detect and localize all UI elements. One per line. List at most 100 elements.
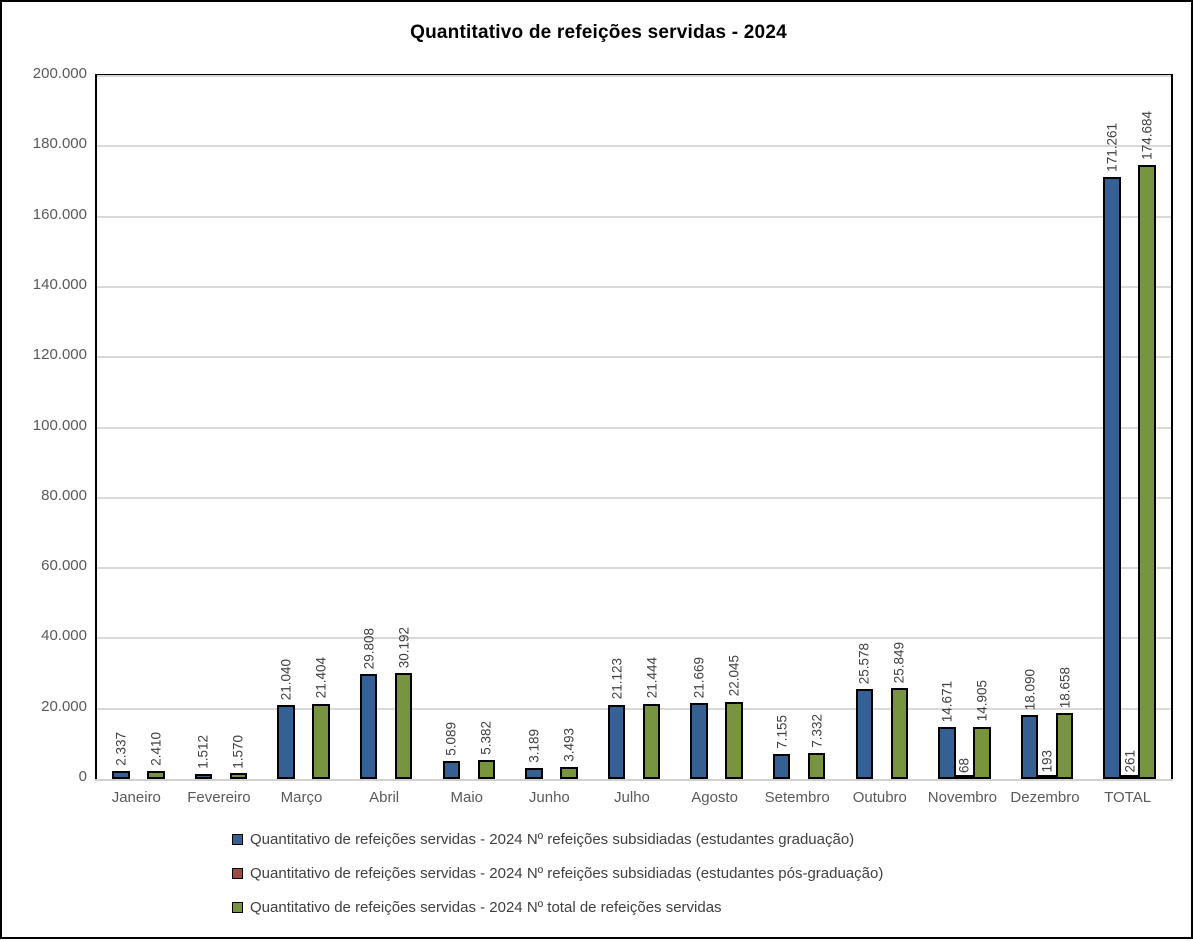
- gridline: [97, 356, 1171, 359]
- x-axis-category-label: Dezembro: [1010, 789, 1080, 806]
- y-axis-tick-label: 120.000: [32, 346, 87, 364]
- bar-data-label: 22.045: [726, 655, 742, 697]
- x-axis-category-label: Julho: [614, 789, 650, 806]
- gridline: [97, 75, 1171, 77]
- bar-series1-julho: [607, 704, 626, 779]
- chart-title: Quantitativo de refeições servidas - 202…: [410, 22, 787, 43]
- bar-series1-dezembro: [1020, 715, 1039, 779]
- x-axis-category-label: Março: [280, 789, 323, 806]
- y-axis-tick-label: 80.000: [41, 486, 87, 504]
- legend-row: Quantitativo de refeições servidas - 202…: [232, 865, 883, 882]
- y-axis-tick-label: 0: [78, 768, 87, 785]
- x-axis-category-label: TOTAL: [1104, 789, 1152, 806]
- bar-series1-agosto: [690, 702, 708, 779]
- bar-data-label: 25.849: [891, 641, 907, 684]
- plot-area: 2.337 2.410 1.512 1.570 21.040 21.404 29.808 30…: [95, 74, 1173, 781]
- bar-data-label: 21.444: [643, 657, 659, 699]
- x-axis-category-label: Janeiro: [111, 789, 161, 806]
- y-axis-tick-label: 40.000: [41, 627, 87, 645]
- bar-series1-janeiro: [112, 770, 130, 779]
- legend-marker-icon: [232, 868, 243, 879]
- bar-series3-maio: [477, 760, 496, 779]
- x-axis-category-label: Junho: [528, 789, 570, 806]
- bar-data-label: 21.123: [608, 658, 624, 700]
- gridline: [97, 496, 1171, 499]
- x-axis-category-label: Abril: [369, 789, 400, 806]
- bar-series1-maio: [442, 761, 461, 779]
- y-axis-tick-label: 100.000: [32, 416, 87, 434]
- bar-data-label: 2.337: [113, 732, 129, 766]
- bar-series3-total: [1138, 165, 1156, 779]
- bar-series1-setembro: [772, 753, 791, 779]
- gridline: [97, 567, 1171, 570]
- bar-data-label: 171.261: [1104, 123, 1120, 173]
- bar-data-label: 1.570: [230, 734, 246, 769]
- x-axis-category-label: Setembro: [764, 789, 830, 806]
- bar-series3-fevereiro: [229, 773, 248, 779]
- bar-data-label: 21.404: [313, 657, 329, 699]
- x-axis-category-label: Agosto: [691, 789, 738, 806]
- bar-series1-total: [1103, 177, 1121, 779]
- bar-series3-agosto: [725, 701, 743, 779]
- bar-data-label: 68: [956, 757, 972, 773]
- bar-series3-dezembro: [1055, 713, 1074, 779]
- bar-data-label: 2.410: [148, 731, 164, 766]
- bar-data-label: 18.090: [1021, 669, 1037, 711]
- y-axis-tick-label: 140.000: [32, 275, 87, 293]
- gridline: [97, 215, 1171, 218]
- x-axis-category-label: Fevereiro: [187, 789, 251, 806]
- bar-data-label: 174.684: [1139, 111, 1155, 160]
- x-axis-labels: Janeiro Fevereiro Março Abril Maio Junho Julho…: [95, 789, 1169, 806]
- bar-series2-total: [1120, 775, 1139, 779]
- y-axis-labels: 0 20.000 40.000 60.000 80.000 100.000 120.000 1…: [2, 2, 87, 941]
- bar-data-label: 193: [1039, 750, 1055, 773]
- gridline: [97, 707, 1171, 710]
- bar-data-label: 5.382: [478, 721, 494, 756]
- legend-row: Quantitativo de refeições servidas - 202…: [232, 831, 883, 848]
- bar-data-label: 14.671: [939, 681, 955, 723]
- y-axis-tick-label: 20.000: [41, 697, 87, 715]
- y-axis-tick-label: 200.000: [32, 65, 87, 82]
- bar-series3-abril: [394, 672, 413, 779]
- legend-series-label: Quantitativo de refeições servidas - 202…: [250, 899, 722, 916]
- bar-series3-março: [312, 703, 330, 779]
- chart-legend: Quantitativo de refeições servidas - 202…: [232, 831, 883, 916]
- x-axis-category-label: Novembro: [927, 789, 997, 806]
- bar-series3-julho: [642, 703, 661, 779]
- legend-marker-icon: [232, 834, 243, 845]
- legend-row: Quantitativo de refeições servidas - 202…: [232, 899, 883, 916]
- bar-data-label: 3.189: [526, 729, 542, 763]
- bar-data-label: 21.669: [691, 656, 707, 698]
- gridline: [97, 145, 1171, 148]
- gridline: [97, 637, 1171, 640]
- bar-series3-novembro: [973, 726, 991, 779]
- bar-data-label: 261: [1121, 750, 1137, 773]
- bar-data-label: 1.512: [195, 734, 211, 769]
- y-axis-tick-label: 180.000: [32, 135, 87, 153]
- bar-data-label: 5.089: [443, 722, 459, 757]
- bar-series2-novembro: [955, 775, 974, 779]
- bar-series1-abril: [359, 674, 378, 779]
- bar-data-label: 25.578: [856, 642, 872, 685]
- bar-data-label: 7.155: [773, 715, 789, 749]
- bar-series3-junho: [560, 766, 578, 779]
- gridline: [97, 426, 1171, 429]
- bar-series1-junho: [525, 767, 543, 779]
- bar-data-label: 7.332: [808, 714, 824, 749]
- bar-series2-dezembro: [1038, 775, 1056, 779]
- bar-data-label: 18.658: [1056, 667, 1072, 709]
- x-axis-category-label: Maio: [450, 789, 483, 806]
- bar-data-label: 29.808: [360, 627, 376, 670]
- legend-series-label: Quantitativo de refeições servidas - 202…: [250, 865, 884, 882]
- legend-series-label: Quantitativo de refeições servidas - 202…: [250, 831, 855, 848]
- bar-data-label: 3.493: [561, 727, 577, 762]
- x-axis-category-label: Outubro: [852, 789, 907, 806]
- bar-series3-outubro: [890, 688, 909, 779]
- bar-series3-setembro: [807, 753, 826, 779]
- bar-series1-outubro: [855, 689, 874, 779]
- gridline: [97, 285, 1171, 288]
- bar-series1-fevereiro: [194, 773, 213, 779]
- bar-series1-março: [277, 705, 295, 779]
- bar-series1-novembro: [938, 727, 956, 779]
